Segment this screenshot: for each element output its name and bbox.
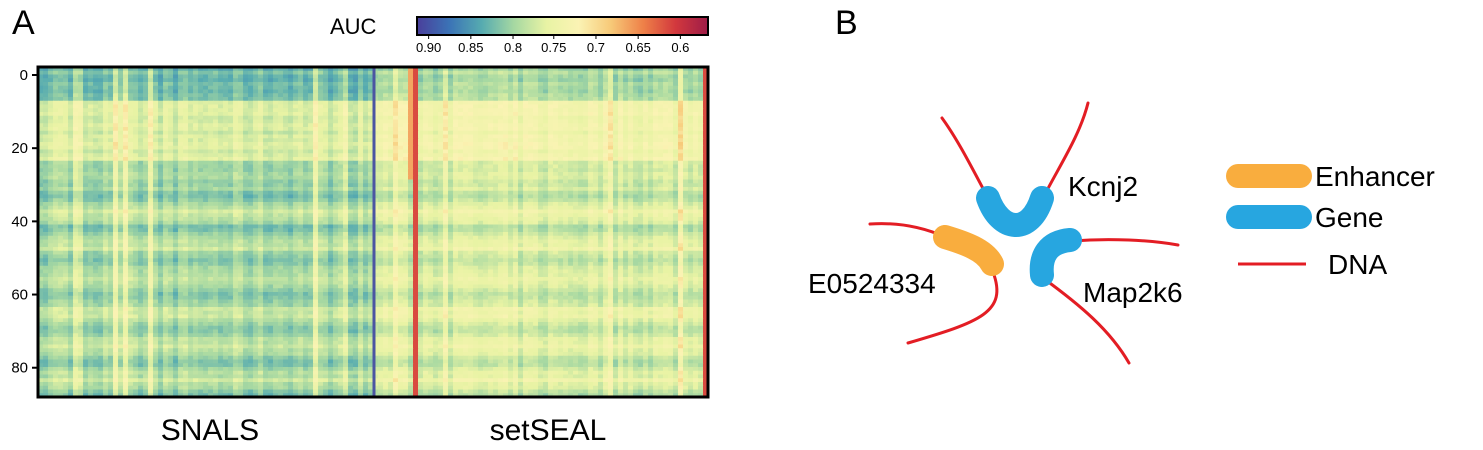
gene-kcnj2-shape — [976, 186, 1054, 237]
gene-map2k6-shape — [1029, 228, 1082, 287]
colorbar-tick-label: 0.85 — [458, 40, 483, 55]
dna-strands — [868, 101, 1180, 365]
dna-strand — [940, 116, 989, 198]
enhancer-shape — [933, 225, 1004, 276]
panel-label-a: A — [12, 4, 35, 42]
colorbar-tick-label: 0.90 — [416, 40, 441, 55]
group-label-setseal: setSEAL — [490, 414, 607, 447]
y-tick-label: 80 — [11, 360, 28, 377]
y-tick-label: 0 — [20, 67, 28, 84]
legend-label-enhancer: Enhancer — [1315, 161, 1435, 192]
colorbar-tick-label: 0.75 — [541, 40, 566, 55]
panel-label-b: B — [835, 4, 858, 42]
colorbar-tick-label: 0.65 — [626, 40, 651, 55]
y-axis: 0 20 40 60 80 — [11, 67, 38, 377]
y-tick-label: 20 — [11, 140, 28, 157]
gene-label-map2k6: Map2k6 — [1083, 277, 1183, 308]
legend-label-gene: Gene — [1315, 202, 1384, 233]
dna-strand — [1042, 101, 1090, 198]
group-label-snals: SNALS — [161, 414, 259, 447]
legend-label-dna: DNA — [1328, 249, 1387, 280]
legend: Enhancer Gene DNA — [1226, 161, 1435, 280]
colorbar-tick-label: 0.6 — [671, 40, 689, 55]
colorbar — [416, 16, 709, 36]
colorbar-tick-label: 0.7 — [587, 40, 605, 55]
dna-strand — [1041, 276, 1131, 365]
dna-strand — [906, 270, 999, 345]
y-tick-label: 40 — [11, 213, 28, 230]
dna-strand — [1070, 238, 1180, 247]
colorbar-ticks: 0.90 0.85 0.8 0.75 0.7 0.65 0.6 — [416, 35, 689, 55]
colorbar-label: AUC — [330, 14, 377, 39]
heatmap-cells — [38, 67, 708, 397]
gene-label-kcnj2: Kcnj2 — [1068, 171, 1138, 202]
y-tick-label: 60 — [11, 287, 28, 304]
colorbar-tick-label: 0.8 — [504, 40, 522, 55]
enhancer-label: E0524334 — [808, 268, 936, 299]
heatmap-frame — [36, 65, 710, 399]
